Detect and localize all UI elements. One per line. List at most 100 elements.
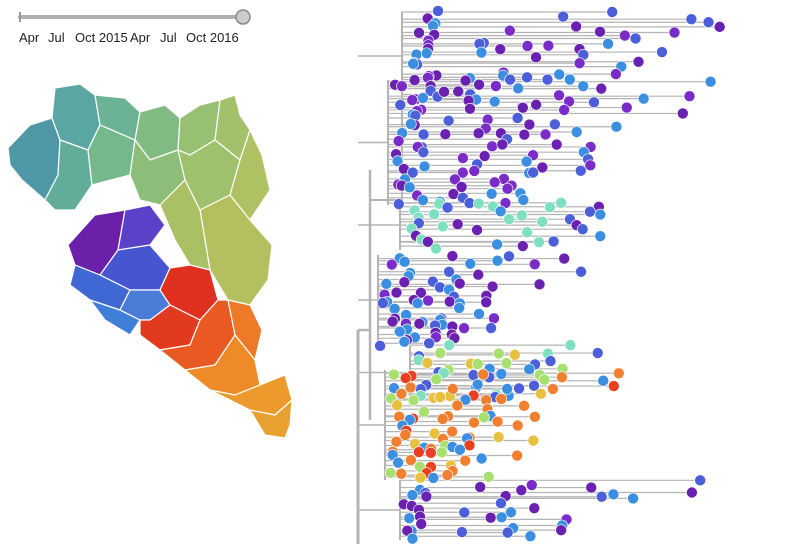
tree-tip[interactable] xyxy=(380,278,393,290)
map-region[interactable] xyxy=(44,139,93,211)
tree-tip[interactable] xyxy=(398,276,411,288)
tree-tip[interactable] xyxy=(495,368,508,380)
tree-tip[interactable] xyxy=(446,383,459,395)
tree-tip[interactable] xyxy=(452,85,465,98)
tree-tip[interactable] xyxy=(557,10,569,23)
tree-tip[interactable] xyxy=(420,47,433,60)
tree-tip[interactable] xyxy=(403,181,416,194)
tree-tip[interactable] xyxy=(553,68,566,81)
tree-tip[interactable] xyxy=(523,118,536,131)
tree-tip[interactable] xyxy=(515,209,528,222)
map-region[interactable] xyxy=(199,194,273,306)
tree-tip[interactable] xyxy=(436,220,449,233)
tree-tip[interactable] xyxy=(704,75,717,88)
tree-tip[interactable] xyxy=(547,383,559,395)
tree-tip[interactable] xyxy=(485,187,498,200)
tree-tip[interactable] xyxy=(594,230,607,243)
tree-tip[interactable] xyxy=(595,490,608,503)
map-region[interactable] xyxy=(227,299,263,361)
tree-tip[interactable] xyxy=(427,472,440,484)
tree-tip[interactable] xyxy=(683,90,696,102)
tree-tip[interactable] xyxy=(492,347,505,360)
tree-tip[interactable] xyxy=(428,208,440,221)
tree-tip[interactable] xyxy=(395,467,408,480)
tree-tip[interactable] xyxy=(393,198,405,210)
tree-tip[interactable] xyxy=(511,449,523,462)
tree-tip[interactable] xyxy=(558,252,571,265)
tree-tip[interactable] xyxy=(547,235,560,248)
tree-tip[interactable] xyxy=(399,372,412,384)
tree-tip[interactable] xyxy=(627,492,639,505)
tree-tip[interactable] xyxy=(629,32,642,45)
tree-tip[interactable] xyxy=(512,82,524,95)
tree-tip[interactable] xyxy=(415,518,428,530)
tree-tip[interactable] xyxy=(575,265,587,278)
tree-tip[interactable] xyxy=(595,82,608,95)
tree-tip[interactable] xyxy=(619,29,631,42)
tree-tip[interactable] xyxy=(439,128,452,141)
tree-tip[interactable] xyxy=(417,128,430,141)
tree-tip[interactable] xyxy=(403,512,416,525)
tree-tip[interactable] xyxy=(392,456,404,469)
tree-tip[interactable] xyxy=(390,435,403,448)
tree-tip[interactable] xyxy=(500,357,513,369)
tree-tip[interactable] xyxy=(570,126,583,138)
tree-tip[interactable] xyxy=(485,322,497,334)
tree-tip[interactable] xyxy=(591,347,604,359)
tree-tip[interactable] xyxy=(488,95,501,108)
tree-tip[interactable] xyxy=(472,268,485,281)
tree-tip[interactable] xyxy=(475,452,488,465)
tree-tip[interactable] xyxy=(446,250,459,262)
tree-tip[interactable] xyxy=(434,391,446,403)
tree-tip[interactable] xyxy=(474,481,486,493)
tree-tip[interactable] xyxy=(494,43,507,55)
tree-tip[interactable] xyxy=(418,160,431,173)
tree-tip[interactable] xyxy=(686,486,698,499)
tree-tip[interactable] xyxy=(606,6,619,18)
tree-tip[interactable] xyxy=(529,411,541,423)
tree-tip[interactable] xyxy=(523,363,536,376)
tree-tip[interactable] xyxy=(430,373,443,386)
tree-tip[interactable] xyxy=(413,317,426,330)
tree-tip[interactable] xyxy=(501,526,514,539)
tree-tip[interactable] xyxy=(405,454,417,466)
tree-tip[interactable] xyxy=(468,416,480,429)
tree-tip[interactable] xyxy=(436,446,448,459)
tree-tip[interactable] xyxy=(407,58,419,70)
tree-tip[interactable] xyxy=(477,368,489,381)
tree-tip[interactable] xyxy=(577,80,589,93)
tree-tip[interactable] xyxy=(472,197,485,210)
tree-tip[interactable] xyxy=(405,118,417,130)
tree-tip[interactable] xyxy=(456,526,468,538)
tree-tip[interactable] xyxy=(509,349,521,361)
tree-tip[interactable] xyxy=(610,120,623,133)
tree-tip[interactable] xyxy=(464,257,477,270)
tree-tip[interactable] xyxy=(668,26,681,39)
tree-tip[interactable] xyxy=(406,489,419,501)
tree-tip[interactable] xyxy=(453,277,466,290)
tree-tip[interactable] xyxy=(486,140,498,153)
tree-tip[interactable] xyxy=(504,24,516,37)
tree-tip[interactable] xyxy=(471,378,484,391)
tree-tip[interactable] xyxy=(475,46,488,59)
tree-tip[interactable] xyxy=(685,13,698,26)
tree-tip[interactable] xyxy=(391,155,404,167)
tree-tip[interactable] xyxy=(417,194,429,207)
tree-tip[interactable] xyxy=(517,194,530,206)
tree-tip[interactable] xyxy=(544,355,557,367)
tree-tip[interactable] xyxy=(420,490,433,503)
tree-tip[interactable] xyxy=(454,443,466,456)
tree-tip[interactable] xyxy=(459,454,471,467)
tree-tip[interactable] xyxy=(377,297,389,309)
tree-tip[interactable] xyxy=(533,278,546,291)
tree-tip[interactable] xyxy=(576,223,589,236)
tree-tip[interactable] xyxy=(525,479,538,491)
tree-tip[interactable] xyxy=(518,400,530,412)
map-region[interactable] xyxy=(117,204,166,251)
tree-tip[interactable] xyxy=(530,98,542,111)
tree-tip[interactable] xyxy=(451,218,464,230)
tree-tip[interactable] xyxy=(528,379,540,392)
tree-tip[interactable] xyxy=(544,201,556,213)
tree-tip[interactable] xyxy=(677,107,689,120)
tree-tip[interactable] xyxy=(473,78,485,91)
